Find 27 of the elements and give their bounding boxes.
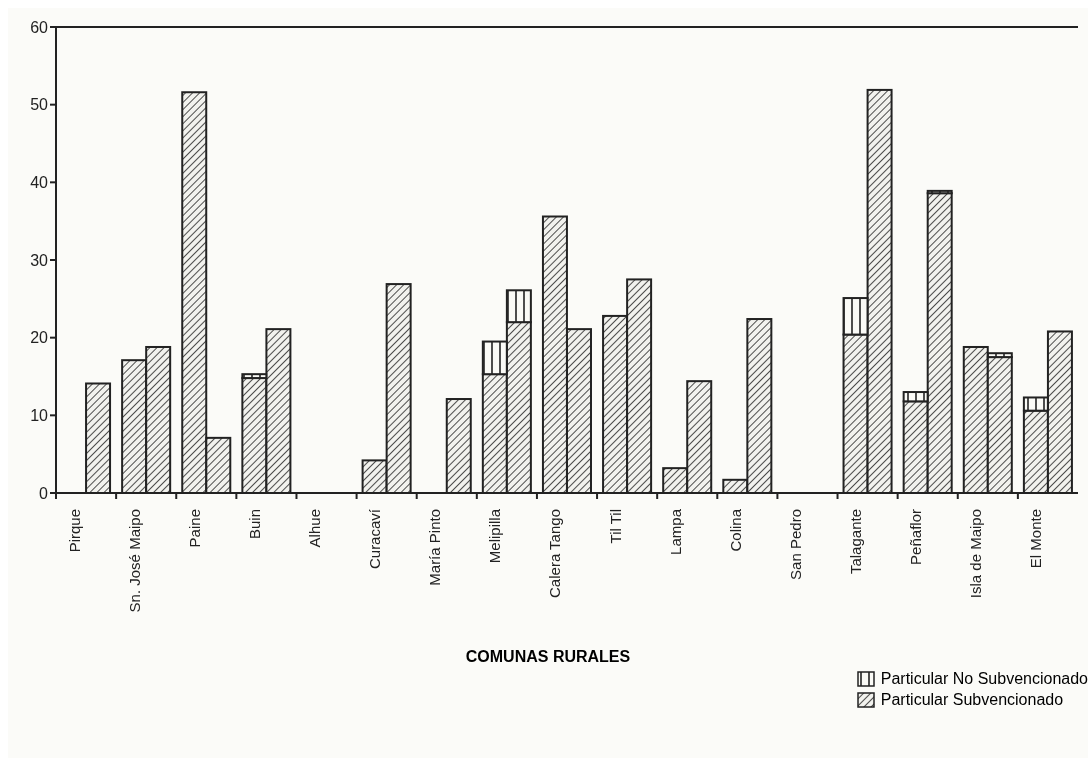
x-tick-label: Sn. José Maipo (125, 509, 143, 613)
x-axis-title: COMUNAS RURALES (464, 648, 632, 666)
x-tick-label: Isla de Maipo (967, 509, 985, 599)
y-tick-label: 0 (39, 484, 49, 502)
legend-label: Particular Subvencionado (880, 691, 1064, 709)
y-tick-label: 50 (30, 96, 49, 114)
legend-label: Particular No Subvencionado (880, 670, 1088, 688)
x-tick-label: Paine (185, 509, 203, 548)
x-tick-label: Colina (726, 508, 744, 552)
x-tick-label: Curacaví (366, 508, 384, 570)
y-tick-label: 10 (30, 407, 49, 425)
y-tick-label: 20 (30, 329, 49, 347)
x-tick-label: Buin (245, 509, 263, 540)
x-tick-label: Lampa (666, 508, 684, 555)
x-tick-label: El Monte (1027, 509, 1045, 569)
y-tick-label: 30 (30, 251, 49, 269)
x-tick-label: Pirque (65, 509, 83, 553)
y-tick-label: 60 (30, 18, 49, 36)
x-tick-label: Calera Tango (546, 509, 564, 598)
x-tick-label: Talagante (847, 509, 865, 575)
x-tick-label: San Pedro (786, 509, 804, 580)
x-tick-label: María Pinto (426, 509, 444, 586)
x-tick-label: Melipilla (486, 508, 504, 564)
y-tick-label: 40 (30, 174, 49, 192)
x-tick-label: Peñaflor (907, 509, 925, 565)
x-tick-label: Alhue (306, 509, 324, 548)
x-tick-label: Til Til (606, 509, 624, 544)
